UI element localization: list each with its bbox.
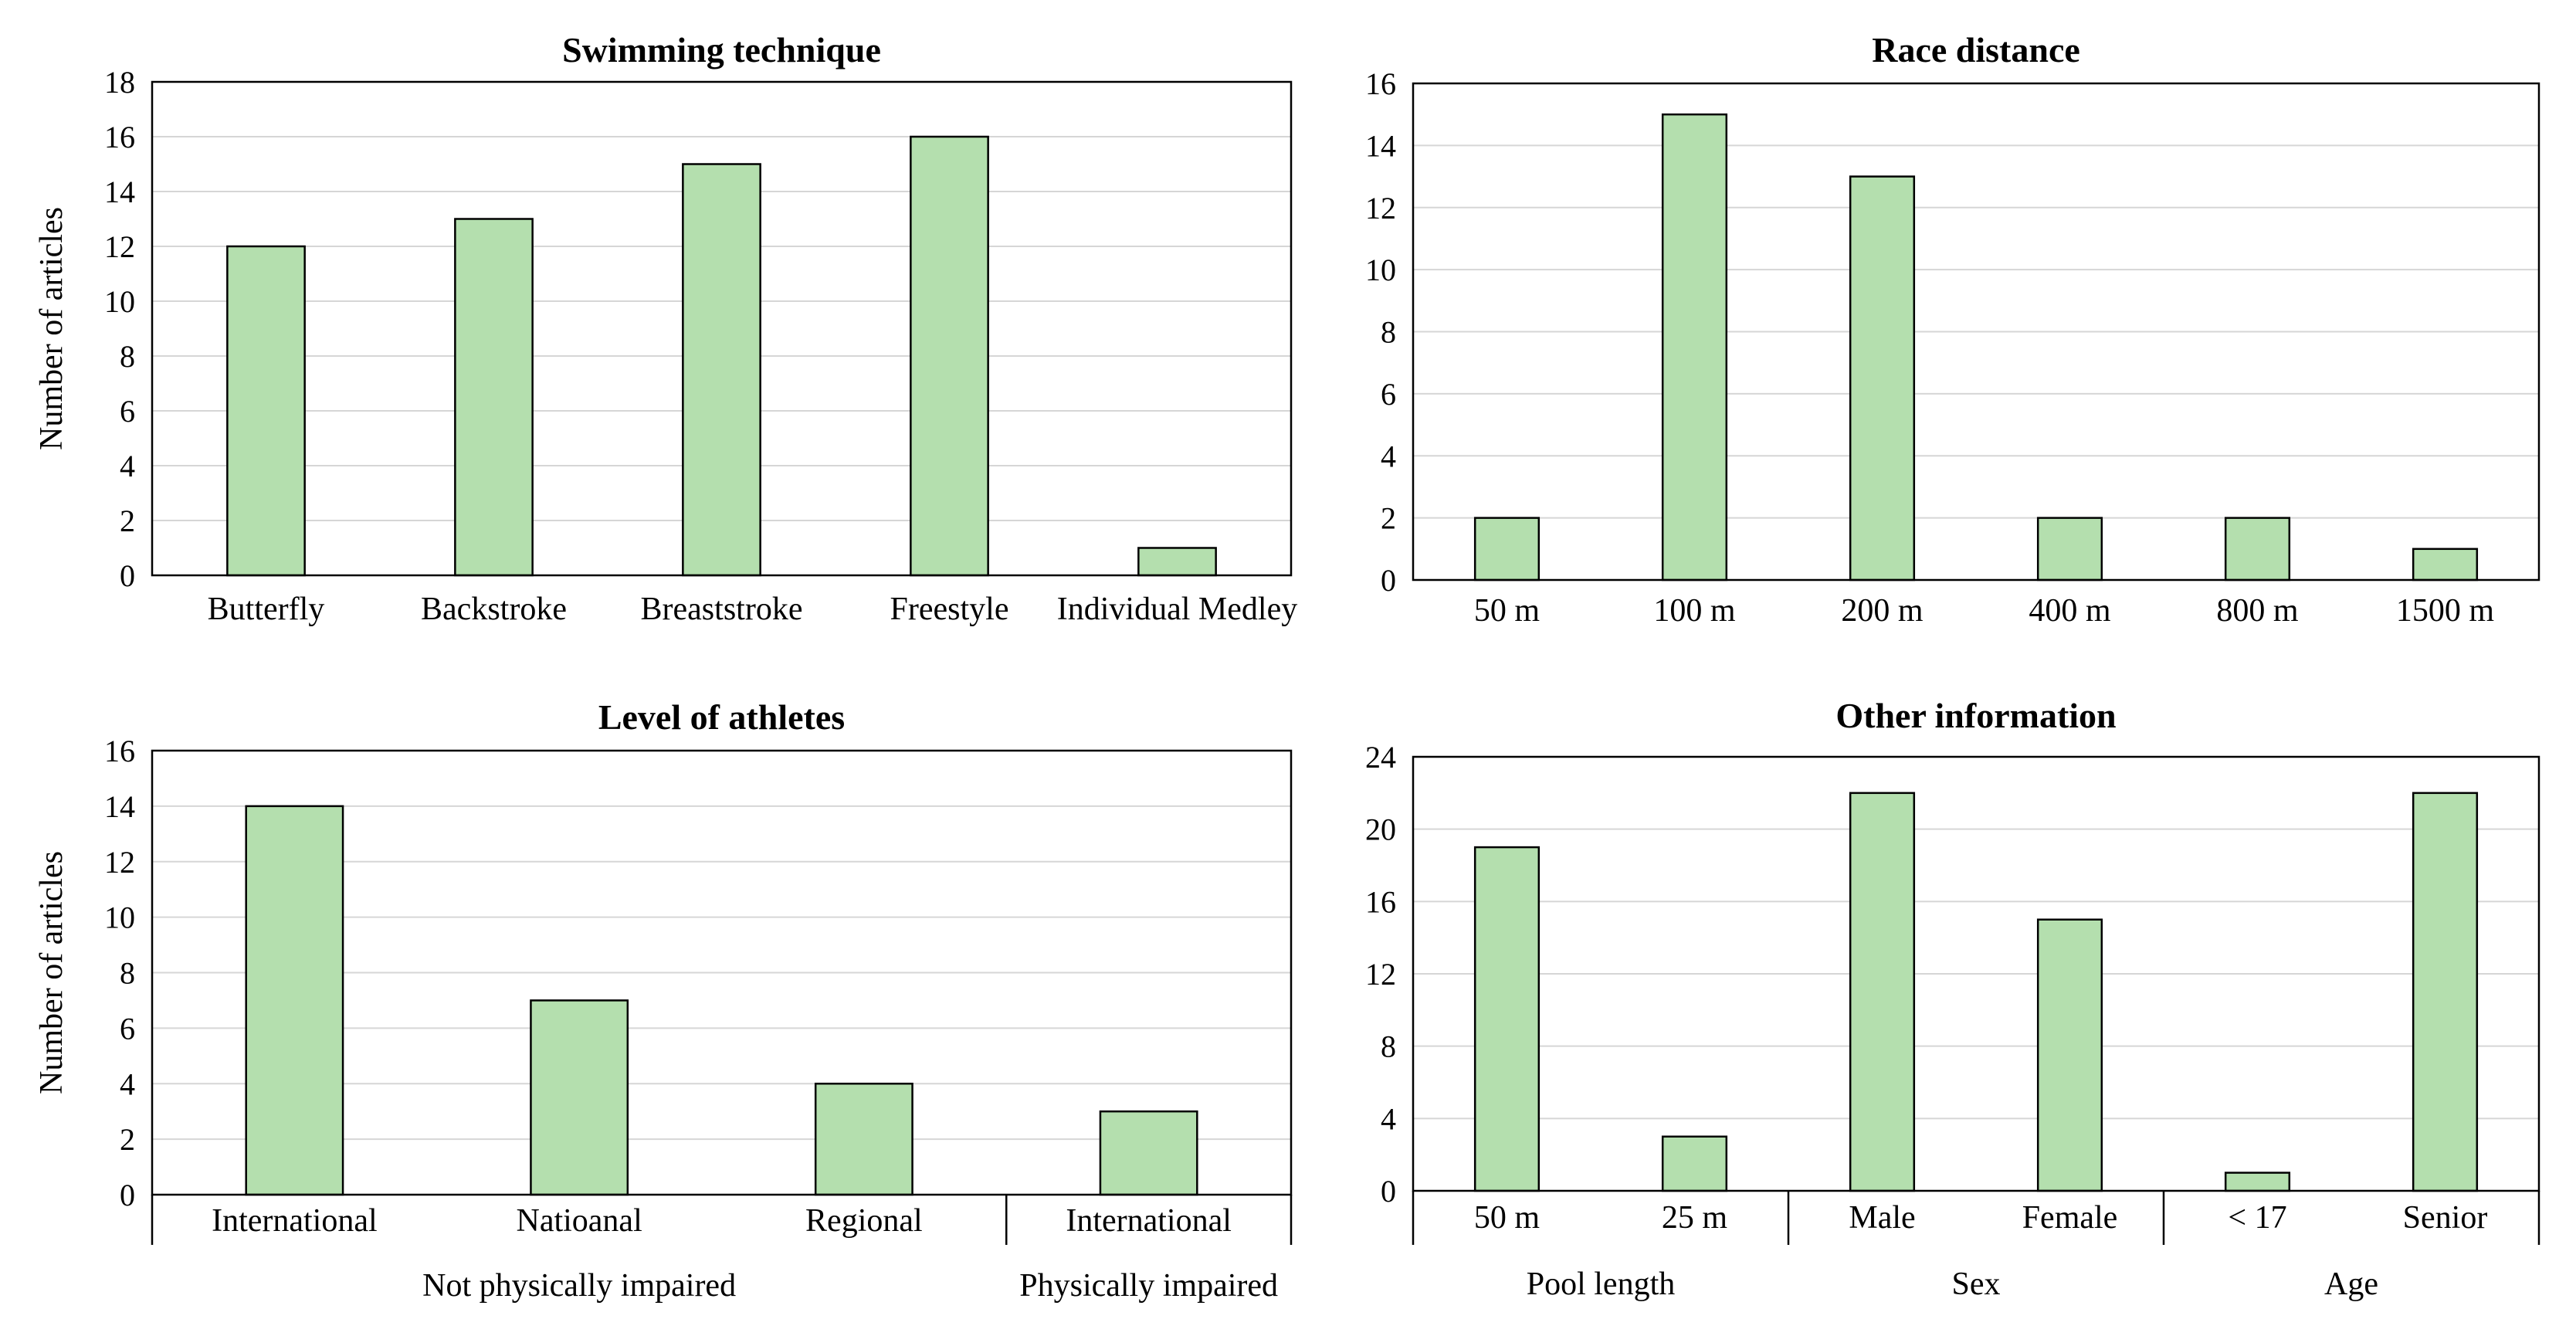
y-tick-label: 4 (1381, 1101, 1396, 1136)
plot-frame (1412, 82, 2540, 582)
x-category-label: Natioanal (516, 1203, 642, 1239)
y-tick-label: 20 (1365, 812, 1396, 847)
x-category-label: Breaststroke (641, 592, 803, 627)
y-tick-label: 0 (120, 1178, 135, 1212)
y-tick-label: 14 (104, 175, 135, 209)
x-category-label: Male (1849, 1200, 1915, 1236)
y-tick-label: 12 (1365, 957, 1396, 992)
bar-2 (530, 999, 629, 1196)
x-category-label: 800 m (2216, 593, 2299, 629)
y-axis-label: Number of articles (34, 851, 69, 1094)
bar-4 (2036, 918, 2103, 1192)
x-category-label: 200 m (1841, 593, 1924, 629)
y-tick-label: 8 (1381, 1029, 1396, 1064)
x-category-label: International (1066, 1203, 1232, 1239)
bar-4 (2036, 517, 2103, 582)
y-tick-label: 10 (1365, 253, 1396, 287)
x-group-label: Physically impaired (1019, 1268, 1278, 1304)
chart-title: Race distance (1872, 30, 2080, 70)
y-tick-label: 12 (104, 845, 135, 880)
bar-2 (1661, 113, 1728, 582)
bar-3 (814, 1083, 913, 1196)
y-tick-label: 24 (1365, 740, 1396, 775)
bar-1 (1473, 517, 1541, 582)
bar-5 (2224, 517, 2291, 582)
x-category-label: Female (2022, 1200, 2118, 1236)
chart-title: Level of athletes (598, 697, 845, 737)
x-category-label: Freestyle (890, 592, 1009, 627)
x-category-label: Butterfly (208, 592, 325, 627)
x-category-label: 50 m (1474, 1200, 1541, 1236)
x-category-label: 1500 m (2396, 593, 2495, 629)
y-tick-label: 16 (1365, 66, 1396, 101)
y-axis-label: Number of articles (34, 207, 69, 450)
bar-4 (1099, 1110, 1198, 1196)
x-group-label: Not physically impaired (422, 1268, 736, 1304)
bar-6 (2412, 548, 2479, 582)
bar-5 (2224, 1172, 2291, 1192)
y-tick-label: 14 (1365, 128, 1396, 163)
x-category-label: 100 m (1653, 593, 1736, 629)
bar-1 (245, 805, 344, 1196)
y-tick-label: 8 (120, 339, 135, 374)
chart-title: Other information (1835, 696, 2116, 735)
y-tick-label: 6 (1381, 377, 1396, 412)
plot-frame (151, 749, 1293, 1196)
x-category-label: Senior (2403, 1200, 2488, 1236)
chart-panel-3: 0 2 4 6 8 10 12 14 16 Level of athletes Number of … (34, 697, 1293, 1304)
y-tick-label: 10 (104, 284, 135, 319)
bar-1 (1473, 846, 1541, 1192)
x-category-label: 400 m (2029, 593, 2111, 629)
y-tick-label: 8 (120, 956, 135, 991)
bar-1 (226, 245, 306, 577)
bar-3 (1849, 175, 1916, 582)
y-tick-label: 2 (120, 1122, 135, 1157)
plot-frame (1412, 755, 2540, 1192)
bar-2 (1661, 1135, 1728, 1192)
bar-2 (454, 218, 534, 577)
y-tick-label: 16 (104, 120, 135, 154)
chart-title: Swimming technique (562, 30, 881, 70)
x-category-label: Backstroke (421, 592, 567, 627)
x-category-label: < 17 (2228, 1200, 2286, 1236)
x-group-label: Sex (1952, 1266, 2001, 1302)
x-category-label: Individual Medley (1057, 592, 1297, 627)
bar-6 (2412, 792, 2479, 1192)
x-group-label: Pool length (1527, 1266, 1676, 1302)
y-tick-label: 18 (104, 65, 135, 100)
bar-3 (1849, 792, 1916, 1192)
y-tick-label: 0 (1381, 1174, 1396, 1209)
bar-3 (682, 163, 761, 577)
y-tick-label: 4 (120, 1066, 135, 1101)
chart-panel-2: 0 2 4 6 8 10 12 14 16 Race distance 50 m 100 m 200 m… (1365, 30, 2540, 629)
y-tick-label: 12 (1365, 191, 1396, 225)
y-tick-label: 4 (1381, 439, 1396, 473)
y-tick-label: 0 (1381, 563, 1396, 598)
y-tick-label: 10 (104, 900, 135, 935)
x-category-label: International (212, 1203, 378, 1239)
x-group-label: Age (2324, 1266, 2378, 1302)
x-category-label: 25 m (1662, 1200, 1728, 1236)
y-tick-label: 2 (120, 504, 135, 538)
y-tick-label: 0 (120, 558, 135, 593)
chart-panel-1: 0 2 4 6 8 10 12 14 16 18 Swimming technique Number … (34, 30, 1297, 627)
y-tick-label: 14 (104, 789, 135, 824)
y-tick-label: 16 (1365, 884, 1396, 919)
plot-frame (151, 80, 1293, 577)
x-category-label: 50 m (1474, 593, 1541, 629)
y-tick-label: 2 (1381, 501, 1396, 536)
y-tick-label: 8 (1381, 315, 1396, 350)
bar-4 (910, 135, 989, 577)
y-tick-label: 16 (104, 734, 135, 768)
bar-5 (1137, 547, 1217, 577)
y-tick-label: 6 (120, 1011, 135, 1046)
y-tick-label: 12 (104, 229, 135, 264)
chart-panel-4: 0 4 8 12 16 20 24 Other information 50 m 25 m Male… (1365, 696, 2540, 1302)
x-category-label: Regional (805, 1203, 923, 1239)
y-tick-label: 6 (120, 394, 135, 429)
y-tick-label: 4 (120, 449, 135, 483)
